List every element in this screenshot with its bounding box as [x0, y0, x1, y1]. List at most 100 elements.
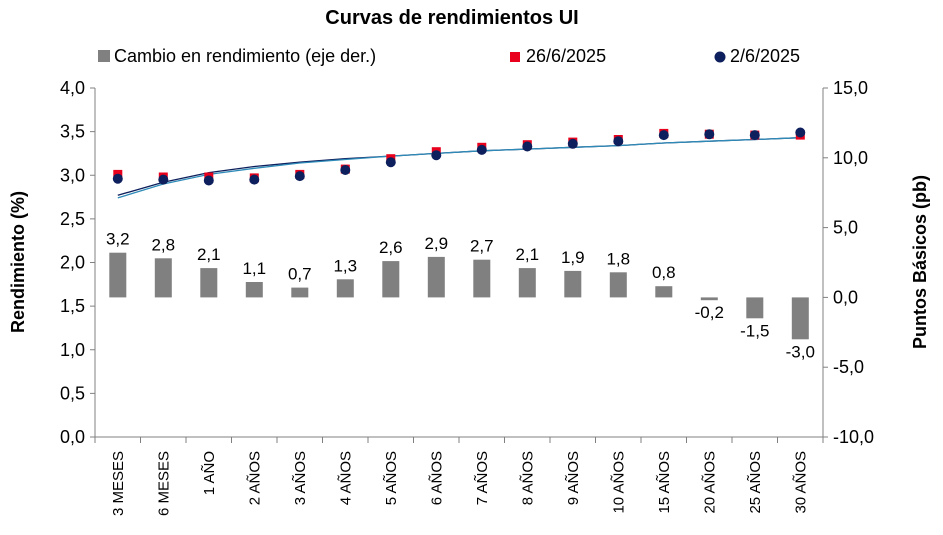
category-label: 10 AÑOS	[610, 451, 627, 514]
left-tick-label: 3,5	[60, 122, 85, 142]
legend-swatch-bar	[98, 50, 110, 62]
bar	[291, 287, 309, 298]
bar	[245, 282, 263, 298]
point-series-2	[112, 173, 123, 184]
bar-data-label: 2,9	[424, 234, 448, 253]
legend: Cambio en rendimiento (eje der.) 26/6/202…	[98, 46, 800, 66]
fitted-curves	[117, 137, 801, 199]
left-tick-label: 0,5	[60, 383, 85, 403]
point-series-2	[340, 165, 351, 175]
bar	[336, 279, 354, 298]
category-label: 7 AÑOS	[474, 451, 491, 505]
category-label: 25 AÑOS	[747, 451, 764, 514]
fitted-curve-1	[117, 137, 801, 196]
left-tick-label: 4,0	[60, 78, 85, 98]
legend-label-series-1: 26/6/2025	[526, 46, 606, 66]
category-label: 30 AÑOS	[792, 451, 809, 514]
point-series-2	[158, 174, 169, 185]
legend-label-series-2: 2/6/2025	[730, 46, 800, 66]
bar-data-label: -3,0	[786, 342, 815, 361]
category-label: 6 MESES	[155, 451, 172, 516]
bar-data-label: 3,2	[106, 230, 130, 249]
point-series-2	[658, 130, 669, 141]
bar	[154, 258, 172, 298]
left-tick-label: 1,0	[60, 340, 85, 360]
category-label: 3 AÑOS	[292, 451, 309, 505]
bar	[746, 297, 764, 319]
bar	[609, 272, 627, 298]
bar-data-label: 2,1	[515, 245, 539, 264]
point-series-2	[704, 129, 715, 140]
bar	[700, 297, 718, 301]
right-tick-label: 10,0	[833, 148, 868, 168]
category-label: 8 AÑOS	[519, 451, 536, 505]
right-tick-label: 0,0	[833, 287, 858, 307]
bar	[564, 270, 582, 298]
category-label: 9 AÑOS	[565, 451, 582, 505]
y-axis-title: Rendimiento (%)	[8, 191, 28, 333]
point-series-2	[249, 174, 260, 185]
right-axis-ticks: -10,0 -5,0 0,0 5,0 10,0 15,0	[833, 78, 874, 447]
bar-data-label: 1,1	[242, 259, 266, 278]
bar-data-label: -0,2	[695, 303, 724, 322]
category-label: 6 AÑOS	[428, 451, 445, 505]
right-tick-label: -5,0	[833, 357, 864, 377]
bar	[109, 252, 127, 298]
y2-axis-title: Puntos Básicos (pb)	[910, 175, 930, 349]
bar-data-label: 2,1	[197, 245, 221, 264]
bar-series	[109, 252, 809, 340]
fitted-curve-2	[117, 137, 801, 199]
category-label: 20 AÑOS	[701, 451, 718, 514]
bar-data-label: -1,5	[740, 321, 769, 340]
bar-data-label: 0,7	[288, 265, 312, 284]
scatter-series	[112, 127, 806, 186]
category-labels: 3 MESES 6 MESES 1 AÑO 2 AÑOS 3 AÑOS 4 AÑOS 5 A…	[110, 451, 810, 516]
bar	[791, 297, 809, 340]
point-series-2	[294, 171, 305, 182]
point-series-2	[749, 130, 760, 141]
category-label: 4 AÑOS	[337, 451, 354, 505]
bar-data-label: 1,9	[561, 248, 585, 267]
left-tick-label: 0,0	[60, 427, 85, 447]
bar-data-label: 1,3	[333, 256, 357, 275]
bar	[382, 261, 400, 298]
point-series-2	[567, 138, 578, 149]
right-tick-label: -10,0	[833, 427, 874, 447]
point-series-2	[203, 175, 214, 186]
chart-title: Curvas de rendimientos UI	[325, 7, 578, 29]
bar-data-label: 0,8	[652, 263, 676, 282]
category-label: 2 AÑOS	[246, 451, 263, 505]
bar	[200, 268, 218, 298]
bar-data-label: 2,8	[151, 235, 175, 254]
category-label: 5 AÑOS	[383, 451, 400, 505]
right-tick-label: 15,0	[833, 78, 868, 98]
bar-data-label: 2,7	[470, 237, 494, 256]
left-tick-label: 1,5	[60, 296, 85, 316]
point-series-2	[613, 136, 624, 147]
point-series-2	[522, 141, 533, 152]
bar	[655, 286, 673, 298]
bar-data-label: 2,6	[379, 238, 403, 257]
left-tick-label: 2,0	[60, 253, 85, 273]
right-tick-label: 5,0	[833, 218, 858, 238]
legend-label-bar: Cambio en rendimiento (eje der.)	[114, 46, 376, 66]
axes	[90, 87, 828, 443]
point-series-2	[385, 157, 396, 168]
bar-data-label: 1,8	[606, 249, 630, 268]
category-label: 3 MESES	[110, 451, 127, 516]
left-axis-ticks: 0,0 0,5 1,0 1,5 2,0 2,5 3,0 3,5 4,0	[60, 78, 85, 447]
bar-labels: 3,2 2,8 2,1 1,1 0,7 1,3 2,6 2,9 2,7 2,1 1,9 1,8 0,8 -…	[106, 230, 815, 362]
bar	[473, 259, 491, 298]
legend-swatch-series-1	[510, 52, 520, 62]
category-label: 1 AÑO	[201, 451, 218, 495]
category-label: 15 AÑOS	[656, 451, 673, 514]
point-series-2	[431, 150, 442, 161]
bar	[518, 268, 536, 298]
left-tick-label: 2,5	[60, 209, 85, 229]
bar	[427, 256, 445, 298]
left-tick-label: 3,0	[60, 165, 85, 185]
legend-swatch-series-2	[714, 51, 726, 63]
point-series-2	[476, 144, 487, 155]
point-series-2	[795, 127, 806, 138]
